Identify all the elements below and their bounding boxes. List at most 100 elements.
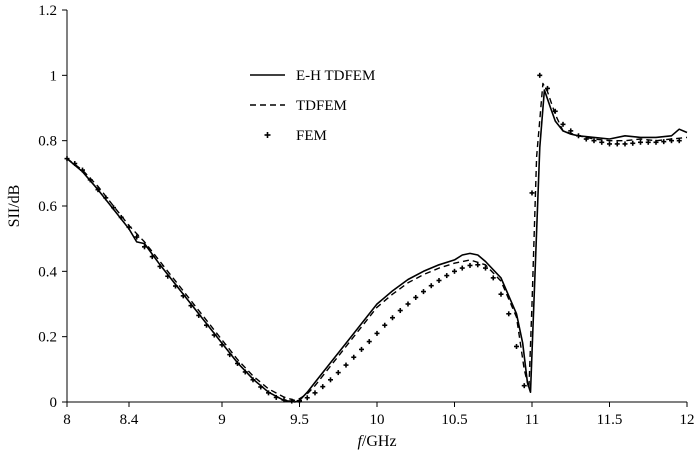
data-point [250,377,256,383]
data-point [630,140,636,146]
data-point [343,362,349,368]
data-point [64,156,70,162]
data-point [142,244,147,250]
data-point [529,190,535,196]
data-point [320,384,326,390]
data-point [219,342,225,348]
data-point [568,128,574,134]
series-layer [64,72,688,404]
data-point [498,291,504,297]
data-point [382,322,388,328]
data-point [289,398,295,404]
data-point [599,139,605,145]
data-point [653,139,659,145]
data-point [537,72,543,78]
y-tick-label: 0 [50,395,58,411]
data-point [645,139,651,145]
legend-item: TDFEM [250,98,347,114]
y-axis-title: SII/dB [6,185,23,228]
data-point [258,384,264,390]
data-point [545,85,550,91]
data-point [397,308,403,314]
legend-label: E-H TDFEM [296,68,375,84]
data-point [204,322,209,328]
x-axis-title-rest: /GHz [362,433,397,450]
data-point [297,398,302,404]
data-point [583,136,589,142]
data-point [576,133,581,139]
data-point [196,312,202,318]
x-tick-label: 8.4 [120,412,139,428]
data-point [490,275,496,281]
data-point [436,277,442,283]
y-tick-label: 1.2 [38,3,57,19]
legend-label: TDFEM [296,98,347,114]
data-point [591,138,597,144]
data-point [467,262,473,268]
data-point [413,294,419,300]
legend: E-H TDFEM TDFEM FEM [250,68,375,144]
data-point [173,283,178,289]
x-tick-label: 9 [218,412,226,428]
data-point [351,354,357,360]
data-point [149,254,155,260]
x-tick-label: 9.5 [290,412,309,428]
x-axis-title: f/GHz [357,433,396,450]
data-point [452,268,457,274]
y-tick-label: 1 [50,68,58,84]
data-point [366,339,372,345]
data-point [444,273,450,279]
data-point [676,138,682,144]
data-point [242,369,248,375]
data-point [95,187,101,193]
series-line-e-h-tdfem [66,89,688,403]
data-point [111,205,116,211]
data-point [304,395,310,401]
data-point [405,301,411,307]
x-tick-label: 11 [525,412,539,428]
x-axis-title-italic: f [357,433,364,450]
legend-item: E-H TDFEM [250,68,375,84]
x-tick-label: 8 [63,412,71,428]
data-point [483,265,488,271]
data-point [669,138,674,144]
data-point [475,262,481,268]
y-tick-label: 0.6 [38,199,57,215]
data-point [622,141,628,147]
data-point [118,214,124,220]
data-point [514,343,519,349]
data-point [661,139,667,145]
data-point [211,332,217,338]
data-point [312,390,318,396]
data-point [273,394,279,400]
data-point [87,177,93,183]
x-tick-label: 10 [370,412,385,428]
data-point [421,289,426,295]
data-point [266,390,271,396]
data-point [552,108,558,114]
data-point [157,263,163,269]
legend-label: FEM [296,128,327,144]
x-tick-label: 10.5 [441,412,467,428]
legend-item: FEM [264,128,327,144]
data-point [560,121,566,127]
data-point [359,346,364,352]
data-point [374,330,380,336]
data-point [126,224,132,230]
data-point [80,167,85,173]
data-point [614,141,620,147]
x-tick-label: 11.5 [597,412,623,428]
data-point [103,195,109,201]
data-point [607,141,612,147]
data-point [281,397,287,403]
data-point [506,311,512,317]
data-point [72,161,78,167]
series-line-tdfem [66,82,688,402]
y-tick-label: 0.8 [38,134,57,150]
data-point [428,283,434,289]
data-point [227,352,233,358]
data-point [180,293,186,299]
data-point [638,139,643,145]
data-point [188,303,194,309]
